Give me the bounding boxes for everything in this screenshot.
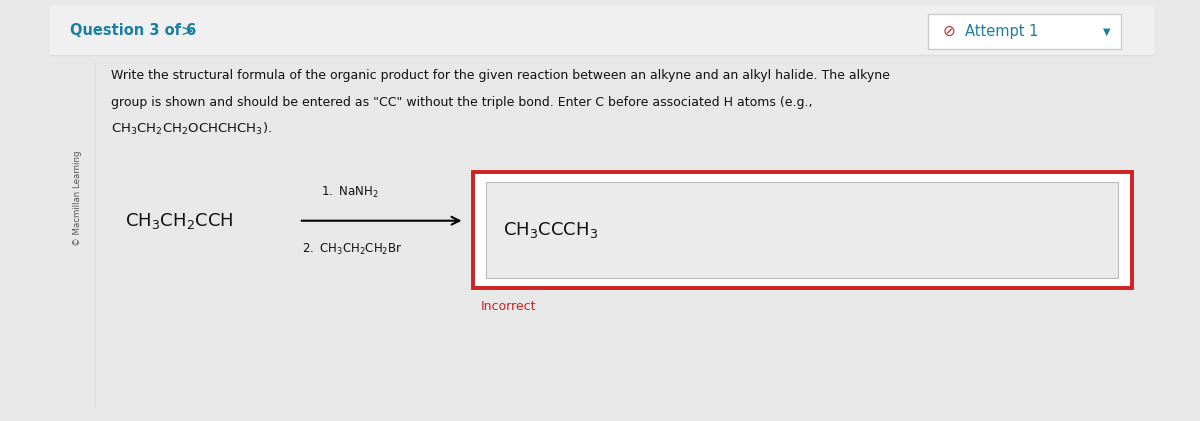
Text: ⊘: ⊘ bbox=[942, 24, 955, 39]
Text: Incorrect: Incorrect bbox=[481, 300, 536, 313]
Text: $\mathregular{CH_3CH_2CCH}$: $\mathregular{CH_3CH_2CCH}$ bbox=[126, 210, 234, 231]
Bar bbox=[486, 182, 1118, 278]
Text: Attempt 1: Attempt 1 bbox=[965, 24, 1038, 39]
Text: Write the structural formula of the organic product for the given reaction betwe: Write the structural formula of the orga… bbox=[112, 69, 890, 82]
Bar bbox=[50, 6, 1154, 55]
Text: >: > bbox=[181, 23, 193, 38]
Bar bbox=[928, 14, 1121, 49]
Text: $\mathregular{1.\ NaNH_2}$: $\mathregular{1.\ NaNH_2}$ bbox=[320, 184, 378, 200]
Bar bbox=[473, 172, 1133, 288]
Text: $\mathregular{CH_3CCCH_3}$: $\mathregular{CH_3CCCH_3}$ bbox=[503, 220, 599, 240]
Text: $\mathregular{2.\ CH_3CH_2CH_2Br}$: $\mathregular{2.\ CH_3CH_2CH_2Br}$ bbox=[302, 242, 403, 257]
Text: © Macmillan Learning: © Macmillan Learning bbox=[73, 150, 83, 246]
Text: $\mathregular{CH_3CH_2CH_2OCHCHCH_3}$).: $\mathregular{CH_3CH_2CH_2OCHCHCH_3}$). bbox=[112, 121, 272, 137]
Text: group is shown and should be entered as "CC" without the triple bond. Enter C be: group is shown and should be entered as … bbox=[112, 96, 812, 109]
Text: Question 3 of 6: Question 3 of 6 bbox=[71, 23, 197, 38]
Text: ▼: ▼ bbox=[1103, 27, 1110, 37]
